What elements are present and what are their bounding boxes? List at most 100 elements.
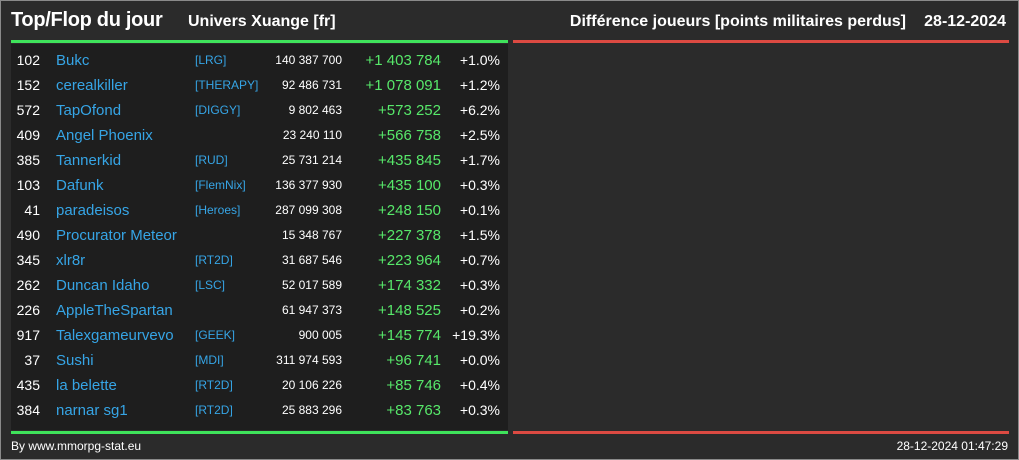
player-percent: +0.1% [459, 202, 500, 218]
player-name-link[interactable]: la belette [56, 377, 117, 394]
table-row: 152 cerealkiller [THERAPY] 92 486 731 +1… [11, 73, 508, 98]
player-diff: +1 078 091 [365, 77, 442, 94]
player-total: 136 377 930 [275, 178, 342, 192]
alliance-tag-link[interactable]: [MDI] [195, 353, 224, 367]
player-percent: +0.3% [459, 277, 500, 293]
player-rank: 152 [16, 77, 40, 93]
player-rank: 37 [24, 352, 40, 368]
player-diff: +248 150 [378, 202, 441, 219]
player-rank: 102 [16, 52, 40, 68]
player-diff: +85 746 [386, 377, 441, 394]
player-diff: +435 845 [378, 152, 441, 169]
player-percent: +6.2% [459, 102, 500, 118]
alliance-tag-link[interactable]: [FlemNix] [195, 178, 246, 192]
alliance-tag-link[interactable]: [LSC] [195, 278, 226, 292]
player-rank: 385 [16, 152, 40, 168]
alliance-tag-link[interactable]: [DIGGY] [195, 103, 241, 117]
player-name-link[interactable]: Procurator Meteor [56, 227, 177, 244]
player-total: 140 387 700 [275, 53, 342, 67]
flop-players-table [513, 44, 1009, 430]
table-row: 226 AppleTheSpartan 61 947 373 +148 525 … [11, 298, 508, 323]
table-row: 409 Angel Phoenix 23 240 110 +566 758 +2… [11, 123, 508, 148]
player-percent: +0.3% [459, 177, 500, 193]
alliance-tag-link[interactable]: [Heroes] [195, 203, 241, 217]
player-total: 287 099 308 [275, 203, 342, 217]
player-percent: +0.7% [459, 252, 500, 268]
player-percent: +0.0% [459, 352, 500, 368]
top-players-table: 102 Bukc [LRG] 140 387 700 +1 403 784 +1… [11, 44, 508, 430]
table-row: 262 Duncan Idaho [LSC] 52 017 589 +174 3… [11, 273, 508, 298]
player-rank: 262 [16, 277, 40, 293]
universe-label: Univers Xuange [fr] [188, 13, 336, 30]
player-diff: +566 758 [378, 127, 441, 144]
table-row: 41 paradeisos [Heroes] 287 099 308 +248 … [11, 198, 508, 223]
table-row: 384 narnar sg1 [RT2D] 25 883 296 +83 763… [11, 398, 508, 423]
player-name-link[interactable]: Talexgameurvevo [56, 327, 174, 344]
alliance-tag-link[interactable]: [THERAPY] [195, 78, 259, 92]
player-rank: 345 [16, 252, 40, 268]
player-rank: 409 [16, 127, 40, 143]
player-name-link[interactable]: paradeisos [56, 202, 130, 219]
top-footer-divider [11, 431, 508, 434]
player-name-link[interactable]: Dafunk [56, 177, 104, 194]
player-diff: +174 332 [378, 277, 441, 294]
player-name-link[interactable]: Sushi [56, 352, 94, 369]
table-row: 102 Bukc [LRG] 140 387 700 +1 403 784 +1… [11, 48, 508, 73]
alliance-tag-link[interactable]: [RT2D] [195, 378, 233, 392]
alliance-tag-link[interactable]: [GEEK] [195, 328, 236, 342]
player-diff: +435 100 [378, 177, 441, 194]
alliance-tag-link[interactable]: [RT2D] [195, 253, 233, 267]
player-total: 31 687 546 [281, 253, 342, 267]
player-diff: +145 774 [378, 327, 441, 344]
player-percent: +0.2% [459, 302, 500, 318]
report-date: 28-12-2024 [924, 13, 1006, 30]
metric-subtitle: Différence joueurs [points militaires pe… [569, 13, 906, 30]
player-percent: +1.2% [459, 77, 500, 93]
alliance-tag-link[interactable]: [LRG] [195, 53, 227, 67]
player-diff: +573 252 [378, 102, 441, 119]
player-total: 15 348 767 [281, 228, 342, 242]
player-rank: 435 [16, 377, 40, 393]
player-name-link[interactable]: TapOfond [56, 102, 122, 119]
flop-divider [513, 40, 1009, 43]
player-rank: 572 [16, 102, 40, 118]
player-percent: +1.0% [459, 52, 500, 68]
player-name-link[interactable]: xlr8r [56, 252, 86, 269]
player-name-link[interactable]: Tannerkid [56, 152, 122, 169]
player-percent: +2.5% [459, 127, 500, 143]
player-total: 92 486 731 [281, 78, 342, 92]
player-diff: +223 964 [378, 252, 441, 269]
player-name-link[interactable]: Angel Phoenix [56, 127, 153, 144]
alliance-tag-link[interactable]: [RUD] [195, 153, 228, 167]
player-name-link[interactable]: AppleTheSpartan [56, 302, 173, 319]
player-diff: +83 763 [386, 402, 441, 419]
player-name-link[interactable]: Duncan Idaho [56, 277, 150, 294]
player-rank: 384 [16, 402, 40, 418]
table-row: 572 TapOfond [DIGGY] 9 802 463 +573 252 … [11, 98, 508, 123]
player-name-link[interactable]: narnar sg1 [56, 402, 128, 419]
player-total: 25 883 296 [281, 403, 342, 417]
player-rank: 103 [16, 177, 40, 193]
player-percent: +19.3% [452, 327, 500, 343]
player-rank: 490 [16, 227, 40, 243]
player-rank: 41 [24, 202, 40, 218]
player-diff: +148 525 [378, 302, 441, 319]
top-divider [11, 40, 508, 43]
player-rank: 226 [16, 302, 40, 318]
player-name-link[interactable]: cerealkiller [56, 77, 128, 94]
player-name-link[interactable]: Bukc [56, 52, 90, 69]
site-credit: By www.mmorpg-stat.eu [11, 439, 142, 453]
player-total: 311 974 593 [276, 353, 342, 367]
table-row: 490 Procurator Meteor 15 348 767 +227 37… [11, 223, 508, 248]
player-percent: +0.4% [459, 377, 500, 393]
player-total: 20 106 226 [281, 378, 342, 392]
player-diff: +96 741 [386, 352, 441, 369]
player-total: 61 947 373 [281, 303, 342, 317]
player-total: 900 005 [298, 328, 342, 342]
table-row: 917 Talexgameurvevo [GEEK] 900 005 +145 … [11, 323, 508, 348]
player-total: 25 731 214 [281, 153, 342, 167]
alliance-tag-link[interactable]: [RT2D] [195, 403, 233, 417]
player-percent: +0.3% [459, 402, 500, 418]
player-rank: 917 [16, 327, 40, 343]
